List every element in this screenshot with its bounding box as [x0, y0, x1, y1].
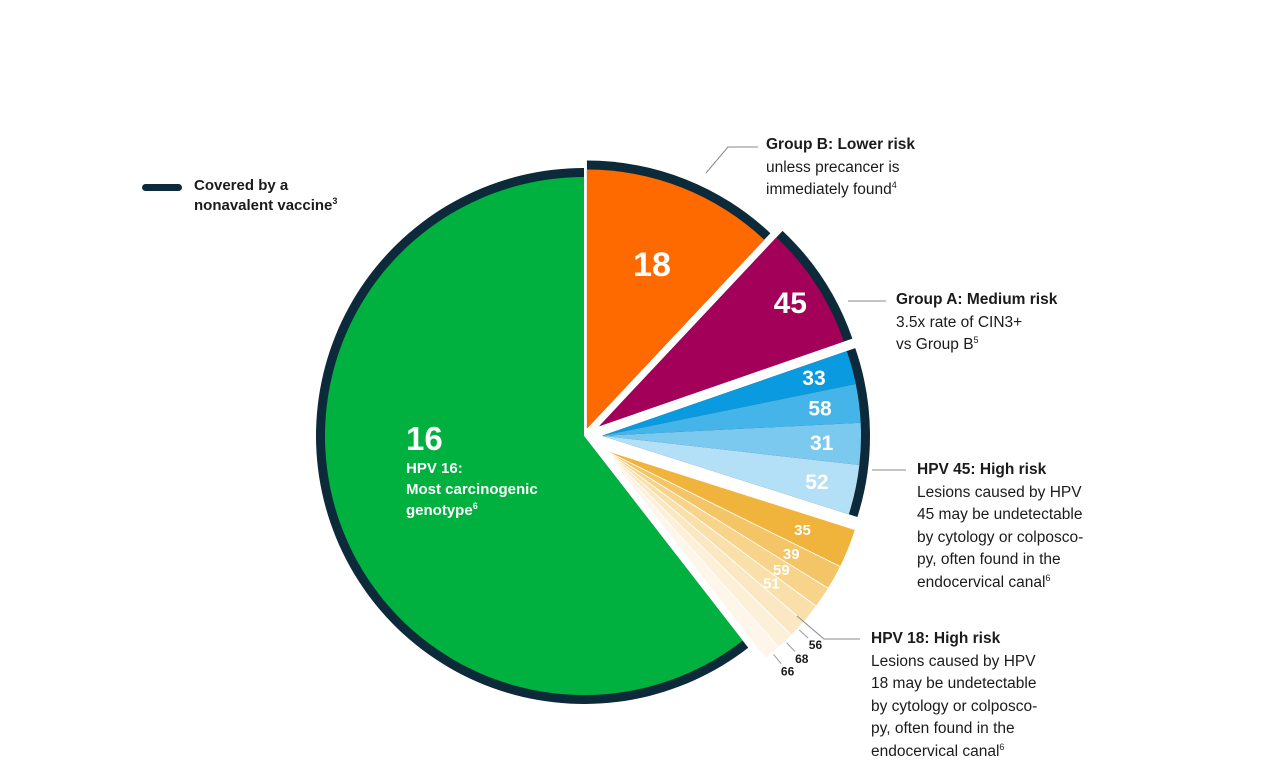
legend-label-sup: 3: [332, 196, 338, 206]
slice-label-66: 66: [781, 665, 795, 679]
callout-group-b: Group B: Lower risk unless precancer is …: [766, 134, 915, 202]
callout-hpv45-line1: Lesions caused by HPV: [917, 483, 1082, 501]
callout-group-a-sup: 5: [973, 335, 979, 345]
pie-slice-66: [603, 449, 780, 659]
pie-slice-16: [325, 177, 743, 696]
callout-group-a-title: Group A: Medium risk: [896, 291, 1058, 308]
slice-label-51: 51: [763, 576, 780, 593]
hpv16-inner-label: 16 HPV 16: Most carcinogenic genotype6: [406, 420, 538, 521]
callout-hpv45-line4: py, often found in the: [917, 551, 1061, 568]
slice-label-68: 68: [795, 652, 809, 666]
slice-label-58: 58: [808, 398, 832, 421]
callout-hpv45-sup: 6: [1045, 572, 1051, 583]
leader-line-56: [798, 629, 809, 639]
callout-hpv18-title: HPV 18: High risk: [871, 630, 1001, 647]
hpv16-line3-text: genotype: [406, 502, 473, 519]
slice-label-59: 59: [773, 562, 790, 579]
callout-hpv45-line2: 45 may be undetectable: [917, 506, 1083, 523]
slice-label-18: 18: [633, 246, 671, 284]
hpv16-sup: 6: [472, 501, 478, 511]
slice-label-39: 39: [783, 546, 800, 563]
callout-group-b-line1: unless precancer is: [766, 158, 900, 176]
callout-hpv45-line3: by cytology or colposco-: [917, 528, 1084, 546]
hpv16-line2: Most carcinogenic: [406, 481, 538, 498]
hpv16-line3: genotype6: [406, 500, 538, 521]
pie-slice-33: [601, 351, 856, 436]
pie-slice-18: [586, 169, 765, 429]
slice-label-31: 31: [810, 432, 834, 455]
callout-hpv18-line3: by cytology or colposco-: [871, 697, 1038, 715]
leader-group-b: [705, 146, 758, 174]
callout-hpv18: HPV 18: High risk Lesions caused by HPV …: [871, 628, 1037, 763]
slice-label-33: 33: [802, 367, 825, 390]
callout-group-b-title: Group B: Lower risk: [766, 136, 915, 153]
callout-hpv45-line5-wrap: endocervical canal6: [917, 572, 1083, 595]
leader-line-66: [773, 654, 782, 664]
callout-hpv18-line5-wrap: endocervical canal6: [871, 741, 1037, 764]
callout-group-a: Group A: Medium risk 3.5x rate of CIN3+ …: [896, 289, 1057, 357]
legend-label: Covered by a nonavalent vaccine3: [194, 176, 364, 216]
pie-slice-58: [601, 384, 861, 436]
slice-label-35: 35: [794, 522, 811, 539]
callout-hpv45-title: HPV 45: High risk: [917, 461, 1047, 478]
callout-group-a-line2: vs Group B: [896, 336, 974, 353]
legend: Covered by a nonavalent vaccine3: [142, 176, 364, 216]
pie-slice-52: [601, 435, 860, 515]
pie-slice-31: [601, 422, 861, 466]
callout-group-b-sup: 4: [891, 180, 897, 190]
leader-line-68: [786, 642, 796, 652]
hpv16-number: 16: [406, 420, 443, 457]
leader-hpv18: [796, 615, 860, 640]
callout-hpv18-line5: endocervical canal: [871, 742, 1000, 760]
callout-hpv45-line5: endocervical canal: [917, 573, 1046, 591]
callout-hpv18-sup: 6: [999, 741, 1005, 752]
slice-label-52: 52: [805, 471, 828, 494]
callout-group-a-line2-wrap: vs Group B5: [896, 334, 1057, 357]
callout-hpv45: HPV 45: High risk Lesions caused by HPV …: [917, 459, 1083, 594]
legend-label-line1: Covered by a: [194, 177, 289, 194]
slice-label-45: 45: [774, 287, 807, 320]
callout-group-b-line2-wrap: immediately found4: [766, 179, 915, 202]
callout-hpv18-line2: 18 may be undetectable: [871, 675, 1037, 692]
legend-swatch-vaccine-coverage: [142, 184, 182, 191]
callout-hpv18-line1: Lesions caused by HPV: [871, 652, 1036, 670]
pie-slice-45: [599, 237, 844, 427]
slice-label-56: 56: [809, 638, 823, 652]
callout-group-b-line2: immediately found: [766, 181, 892, 198]
hpv16-line1: HPV 16:: [406, 460, 463, 477]
legend-label-line2: nonavalent vaccine: [194, 197, 333, 214]
callout-hpv18-line4: py, often found in the: [871, 720, 1015, 737]
callout-group-a-line1: 3.5x rate of CIN3+: [896, 313, 1023, 331]
